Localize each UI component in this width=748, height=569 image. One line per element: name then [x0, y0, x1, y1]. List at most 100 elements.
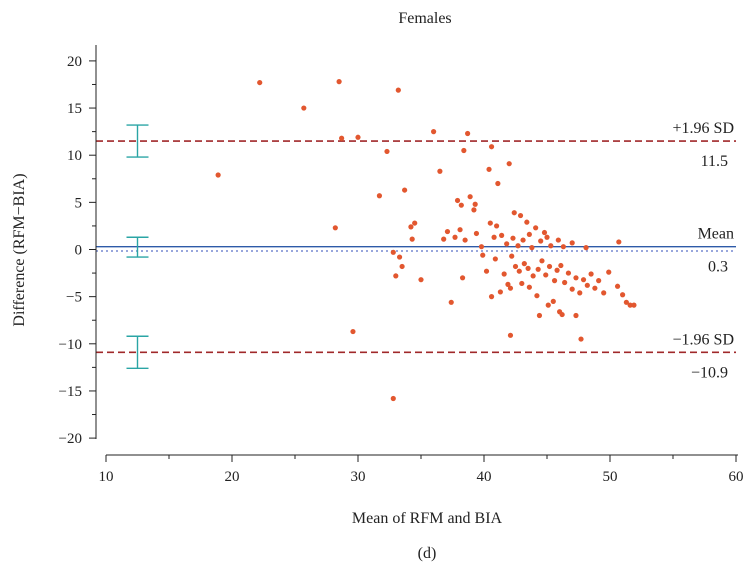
plot-area: +1.96 SD 11.5 Mean 0.3 −1.96 SD −10.9	[96, 79, 736, 402]
data-point	[480, 252, 486, 258]
data-point	[408, 224, 414, 230]
data-point	[448, 299, 454, 305]
data-point	[596, 278, 602, 284]
data-point	[441, 236, 447, 242]
data-point	[510, 235, 516, 241]
data-point	[257, 79, 263, 86]
y-tick-label: 10	[67, 148, 82, 164]
data-point	[521, 261, 527, 267]
data-point	[519, 280, 525, 287]
data-point	[524, 219, 530, 225]
data-point	[495, 180, 501, 187]
data-point	[418, 277, 424, 283]
data-point	[454, 197, 461, 204]
x-tick-label: 20	[225, 469, 240, 485]
data-point	[478, 244, 485, 250]
ci-bar	[126, 335, 149, 370]
data-point	[512, 263, 519, 270]
data-point	[390, 249, 396, 255]
data-point	[412, 220, 418, 226]
reference-line-name: Mean	[698, 226, 734, 243]
data-point	[515, 243, 521, 249]
data-point	[505, 281, 511, 287]
data-point	[573, 275, 579, 281]
y-axis-ticks: −20 −15 −10 −5 0 5 10 15 20	[59, 54, 96, 447]
data-point	[491, 234, 497, 240]
data-point	[555, 237, 561, 243]
data-point	[332, 225, 338, 231]
data-point	[535, 266, 541, 272]
data-point	[525, 265, 531, 271]
data-point	[507, 332, 514, 338]
data-point	[529, 245, 535, 251]
data-point	[558, 262, 564, 269]
data-point	[355, 134, 361, 140]
data-point	[494, 223, 500, 229]
y-tick-label: −15	[59, 384, 82, 400]
data-point	[431, 129, 437, 135]
data-point	[492, 256, 498, 262]
data-point	[534, 293, 540, 299]
data-point	[588, 271, 594, 277]
data-point	[565, 270, 572, 276]
y-tick-label: 0	[75, 243, 83, 259]
y-tick-label: −10	[59, 337, 82, 353]
confidence-interval-bars	[126, 124, 149, 370]
data-point	[487, 220, 493, 226]
data-point	[393, 273, 399, 279]
data-point	[504, 241, 510, 247]
x-tick-label: 60	[729, 469, 744, 485]
data-point	[530, 273, 536, 279]
data-point	[457, 227, 463, 233]
data-point	[472, 201, 478, 207]
data-point	[301, 105, 307, 111]
data-point	[560, 244, 566, 250]
reference-line-name: −1.96 SD	[673, 331, 734, 348]
data-point	[544, 234, 550, 240]
x-tick-label: 10	[99, 469, 114, 485]
data-point	[584, 282, 590, 288]
data-point	[614, 283, 621, 289]
data-point	[465, 130, 471, 137]
data-points	[215, 79, 637, 402]
data-point	[580, 277, 587, 283]
data-point	[399, 263, 405, 270]
data-point	[507, 285, 514, 291]
y-tick-label: 5	[75, 195, 83, 211]
y-tick-label: 20	[67, 54, 82, 70]
data-point	[577, 290, 583, 296]
data-point	[627, 302, 633, 308]
data-point	[471, 207, 477, 213]
data-point	[606, 269, 612, 275]
y-tick-label: −20	[59, 431, 82, 447]
data-point	[497, 289, 503, 295]
data-point	[616, 239, 622, 245]
data-point	[546, 263, 553, 270]
x-tick-label: 40	[477, 469, 492, 485]
data-point	[444, 228, 451, 235]
reference-line-value: −10.9	[691, 364, 728, 381]
data-point	[569, 286, 575, 292]
data-point	[562, 279, 568, 286]
data-point	[488, 144, 495, 150]
data-point	[402, 187, 408, 193]
data-point	[533, 225, 539, 231]
data-point	[550, 298, 556, 304]
data-point	[437, 168, 443, 174]
data-point	[545, 302, 551, 308]
data-point	[559, 311, 565, 318]
data-point	[376, 193, 383, 199]
data-point	[461, 147, 467, 154]
data-point	[573, 312, 579, 319]
data-point	[499, 232, 505, 238]
data-point	[623, 299, 629, 305]
data-point	[543, 272, 549, 278]
data-point	[526, 284, 532, 290]
data-point	[395, 87, 401, 93]
panel-label: (d)	[418, 545, 437, 562]
data-point	[592, 285, 598, 291]
x-tick-label: 30	[351, 469, 366, 485]
data-point	[506, 161, 512, 167]
x-axis-label: Mean of RFM and BIA	[352, 510, 503, 527]
